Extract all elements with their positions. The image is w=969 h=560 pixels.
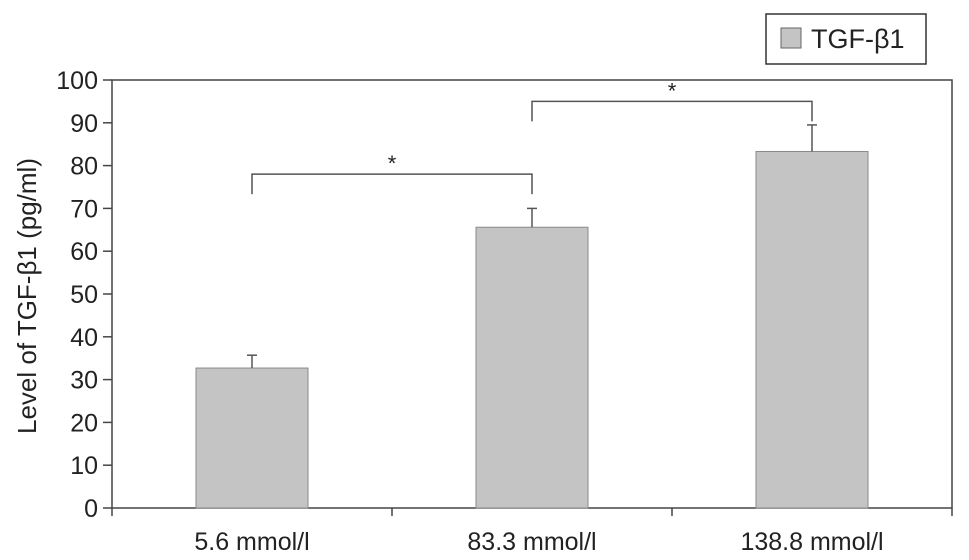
significance-label: * [668,78,677,103]
bar [755,150,869,509]
y-tick-label: 40 [70,324,98,352]
y-tick-label: 60 [70,238,98,266]
y-tick-label: 80 [70,153,98,181]
y-tick-label: 0 [84,495,98,523]
y-tick-label: 100 [56,67,98,95]
significance-bracket [251,173,533,195]
significance-label: * [388,151,397,176]
y-tick-label: 90 [70,110,98,138]
legend-label: TGF-β1 [811,24,905,54]
legend: TGF-β1 [765,13,927,65]
y-tick-label: 70 [70,195,98,223]
y-tick-label: 10 [70,452,98,480]
y-tick-label: 20 [70,409,98,437]
y-tick-label: 30 [70,367,98,395]
legend-swatch [780,27,802,49]
bar [475,226,589,509]
y-axis-title: Level of TGF-β1 (pg/ml) [12,158,42,434]
x-tick-label: 83.3 mmol/l [467,528,596,556]
significance-bracket [531,100,813,122]
x-tick-label: 138.8 mmol/l [740,528,883,556]
plot-area: 0 10 20 30 40 50 60 70 80 90 100 5.6 mmol/l 83.3 mmo… [56,67,953,556]
y-tick-label: 50 [70,281,98,309]
x-tick-label: 5.6 mmol/l [194,528,309,556]
bar [195,367,309,509]
